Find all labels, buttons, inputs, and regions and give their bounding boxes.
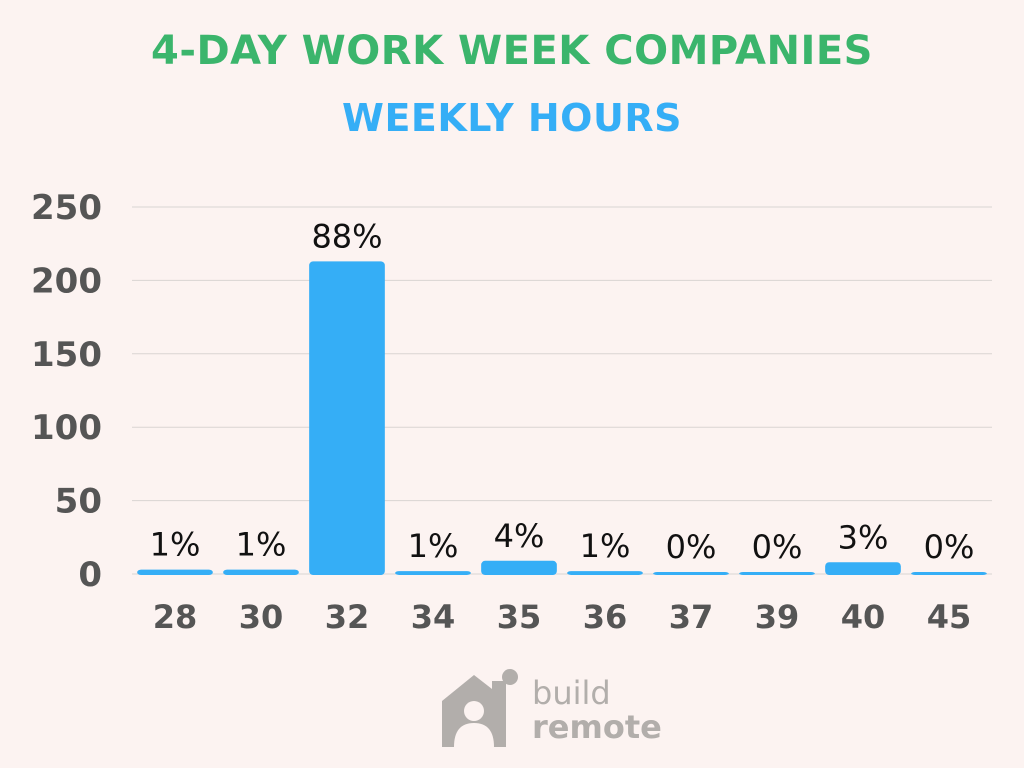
bar: [653, 572, 729, 575]
data-label: 1%: [408, 527, 459, 565]
x-tick-label: 39: [755, 598, 800, 636]
y-tick-label: 250: [31, 188, 102, 228]
chart-title: 4-DAY WORK WEEK COMPANIES: [151, 28, 873, 74]
house-person-icon: [442, 669, 518, 747]
y-tick-label: 0: [78, 555, 102, 595]
chart-subtitle: WEEKLY HOURS: [342, 96, 682, 140]
data-label: 4%: [494, 517, 545, 555]
y-tick-label: 200: [31, 261, 102, 301]
x-tick-label: 40: [841, 598, 886, 636]
bar: [825, 562, 901, 575]
data-label: 88%: [311, 217, 382, 255]
bar: [223, 569, 299, 575]
x-tick-label: 45: [927, 598, 972, 636]
build-remote-logo: build remote: [440, 665, 670, 755]
data-label: 0%: [924, 528, 975, 566]
data-label: 1%: [150, 526, 201, 564]
x-tick-label: 35: [497, 598, 542, 636]
y-tick-label: 50: [55, 482, 102, 522]
y-tick-label: 150: [31, 335, 102, 375]
data-label: 1%: [236, 526, 287, 564]
logo-text-remote: remote: [532, 708, 662, 746]
bar: [309, 261, 385, 575]
bar: [567, 571, 643, 575]
data-label: 0%: [752, 528, 803, 566]
x-tick-label: 28: [153, 598, 198, 636]
logo-text-build: build: [532, 674, 611, 712]
bar: [481, 560, 557, 575]
data-label: 1%: [580, 527, 631, 565]
x-tick-label: 36: [583, 598, 628, 636]
bar-chart: 0 50 100 150 200 250 1% 28 1% 30 88% 32 1% 34 4% 35 1% 36…: [31, 188, 992, 636]
data-label: 3%: [838, 518, 889, 556]
bar: [395, 571, 471, 575]
x-tick-label: 34: [411, 598, 456, 636]
bar: [911, 572, 987, 575]
data-label: 0%: [666, 528, 717, 566]
x-tick-label: 37: [669, 598, 714, 636]
bar: [739, 572, 815, 575]
bar: [137, 569, 213, 575]
x-tick-label: 30: [239, 598, 284, 636]
x-tick-label: 32: [325, 598, 370, 636]
y-tick-label: 100: [31, 408, 102, 448]
